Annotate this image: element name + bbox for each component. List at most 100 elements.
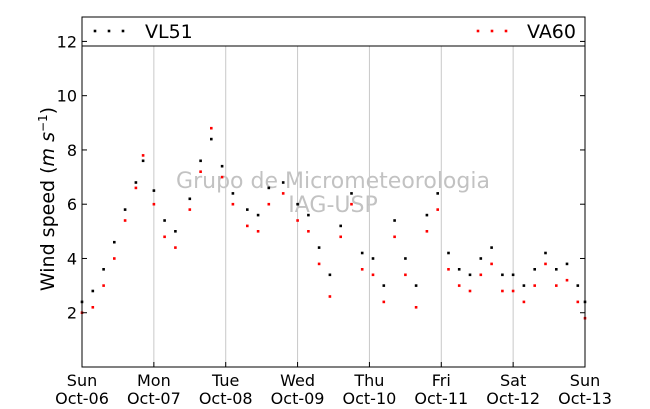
legend-marker-va60 [476, 29, 508, 33]
data-point [296, 202, 299, 206]
x-tick-label-day: Tue [211, 371, 239, 390]
data-point [457, 268, 461, 271]
grid-lines [153, 17, 514, 367]
data-point [113, 240, 116, 244]
data-point [281, 192, 285, 195]
y-tick-label: 2 [67, 304, 77, 323]
data-point [565, 278, 569, 282]
data-point [350, 202, 353, 206]
x-tick-label-day: Mon [137, 371, 171, 390]
watermark-line-1: Grupo de Micrometeorologia [176, 169, 490, 194]
data-point [163, 219, 166, 222]
x-tick-label-day: Fri [432, 371, 451, 390]
data-point [199, 159, 202, 163]
data-point [447, 251, 450, 255]
y-tick-label: 6 [67, 195, 77, 214]
y-axis: 2 4 6 8 10 12 [57, 32, 585, 323]
data-point [220, 175, 224, 179]
x-tick-label-date: Oct-13 [558, 389, 612, 408]
data-point [479, 257, 483, 260]
data-point [339, 224, 342, 228]
legend-dot [93, 29, 97, 33]
data-point [425, 213, 429, 217]
data-point [339, 235, 342, 239]
data-point [141, 154, 145, 157]
data-point [220, 164, 224, 168]
y-tick-label: 12 [57, 32, 77, 51]
data-point [468, 289, 472, 293]
data-point [134, 181, 138, 184]
x-tick-label-date: Oct-11 [414, 389, 468, 408]
data-point [317, 246, 321, 249]
data-point [267, 202, 271, 206]
data-point [256, 230, 260, 233]
x-tick-label-day: Sun [67, 371, 97, 390]
x-tick-label-date: Oct-10 [343, 389, 397, 408]
data-point [393, 235, 396, 239]
legend-label-vl51: VL51 [145, 21, 193, 43]
data-point [393, 219, 396, 222]
data-point [102, 268, 105, 271]
data-point [91, 306, 95, 309]
data-point [174, 230, 177, 233]
x-tick-label-date: Oct-07 [127, 389, 181, 408]
data-point [123, 219, 127, 222]
data-point [447, 268, 450, 271]
data-point [113, 257, 116, 260]
data-point [360, 251, 364, 255]
data-point [425, 230, 429, 233]
data-point [576, 300, 580, 304]
legend-dot [490, 29, 494, 33]
x-axis: SunOct-06MonOct-07TueOct-08WedOct-09ThuO… [55, 362, 612, 408]
data-point [479, 273, 483, 277]
data-point [246, 208, 249, 211]
data-point [231, 202, 235, 206]
legend-dot [121, 29, 125, 33]
data-point [210, 126, 213, 130]
legend-label-va60: VA60 [527, 21, 576, 43]
data-point [102, 284, 105, 287]
data-point [544, 251, 547, 255]
data-point [576, 284, 580, 287]
data-point [414, 306, 418, 309]
legend-dot [504, 29, 508, 33]
legend-marker-vl51 [93, 29, 125, 33]
data-point [188, 208, 192, 211]
watermark-line-2: IAG-USP [288, 193, 377, 218]
data-point [382, 300, 386, 304]
data-point [436, 192, 439, 195]
legend: VL51 VA60 [81, 16, 586, 47]
data-point [328, 295, 332, 298]
data-point [350, 192, 353, 195]
x-tick-label-date: Oct-12 [486, 389, 540, 408]
legend-box [81, 16, 586, 47]
data-point [134, 186, 138, 190]
data-point [371, 257, 375, 260]
data-point [307, 230, 310, 233]
x-tick-label-date: Oct-09 [271, 389, 325, 408]
data-point [91, 289, 95, 293]
data-point [307, 213, 310, 217]
y-tick-label: 10 [57, 87, 77, 106]
y-axis-label: Wind speed (m s−1) [36, 107, 59, 291]
data-point [317, 262, 321, 266]
data-point [511, 273, 515, 277]
data-point [360, 268, 364, 271]
series-vl51 [80, 137, 587, 304]
data-point [490, 246, 493, 249]
data-point [436, 208, 439, 211]
x-tick-label-day: Sun [570, 371, 600, 390]
data-point [152, 202, 156, 206]
scatter-points [80, 126, 587, 320]
data-point [210, 137, 213, 141]
data-point [152, 189, 156, 192]
data-point [328, 273, 332, 277]
x-tick-label-day: Sat [500, 371, 526, 390]
x-tick-label-date: Oct-08 [199, 389, 253, 408]
data-point [468, 273, 472, 277]
data-point [501, 289, 504, 293]
data-point [404, 273, 407, 277]
data-point [281, 181, 285, 184]
data-point [533, 284, 536, 287]
data-point [141, 159, 145, 163]
